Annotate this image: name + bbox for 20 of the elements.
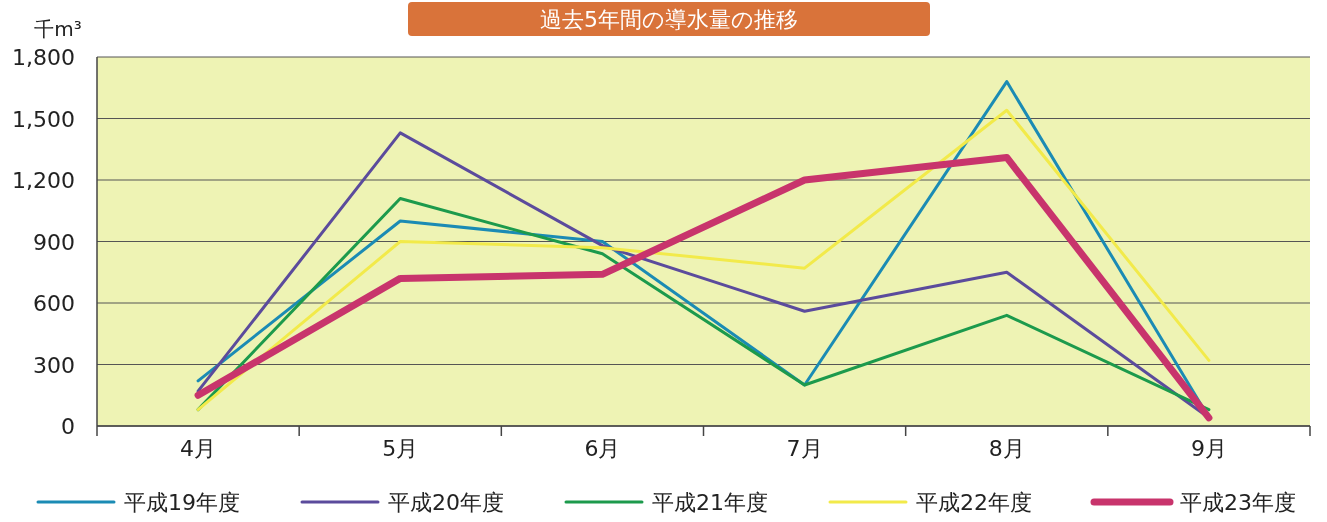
x-tick-label: 6月 bbox=[584, 436, 621, 461]
x-tick-label: 7月 bbox=[786, 436, 823, 461]
chart-title: 過去5年間の導水量の推移 bbox=[540, 7, 798, 32]
y-tick-label: 1,800 bbox=[12, 45, 75, 70]
y-tick-label: 1,200 bbox=[12, 168, 75, 193]
x-tick-label: 5月 bbox=[382, 436, 419, 461]
y-tick-label: 600 bbox=[33, 291, 75, 316]
x-tick-label: 4月 bbox=[180, 436, 217, 461]
x-tick-label: 8月 bbox=[988, 436, 1025, 461]
y-axis-title: 千m³ bbox=[34, 17, 82, 41]
legend-label: 平成19年度 bbox=[124, 490, 240, 515]
legend-label: 平成20年度 bbox=[388, 490, 504, 515]
y-tick-label: 300 bbox=[33, 352, 75, 378]
legend-label: 平成21年度 bbox=[652, 490, 768, 515]
legend-label: 平成22年度 bbox=[916, 490, 1032, 515]
legend-label: 平成23年度 bbox=[1180, 490, 1296, 515]
y-tick-label: 1,500 bbox=[12, 106, 75, 132]
y-tick-label: 0 bbox=[61, 414, 75, 439]
y-tick-label: 900 bbox=[33, 229, 75, 255]
x-tick-label: 9月 bbox=[1190, 436, 1227, 461]
